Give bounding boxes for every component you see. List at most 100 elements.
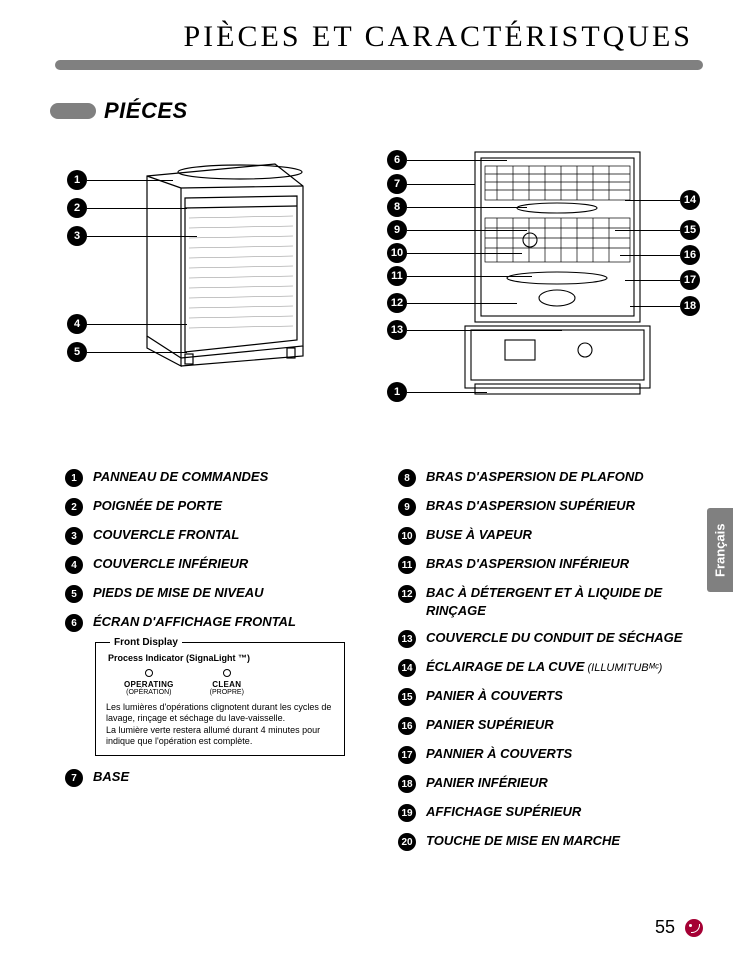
legend-item: 11 BRAS D'ASPERSION INFÉRIEUR (398, 555, 703, 574)
legend-item: 4COUVERCLE INFÉRIEUR (65, 555, 370, 574)
legend-item: 19 AFFICHAGE SUPÉRIEUR (398, 803, 703, 822)
legend-number-icon: 3 (65, 527, 83, 545)
leader (87, 236, 197, 237)
callout-11: 11 (387, 266, 407, 286)
legend-number-icon: 2 (65, 498, 83, 516)
legend-number-icon: 8 (398, 469, 416, 487)
legend-number-icon: 4 (65, 556, 83, 574)
legend-label: BASE (93, 768, 129, 786)
legend-number-icon: 10 (398, 527, 416, 545)
leader (407, 276, 532, 277)
legend-item: 2 POIGNÉE DE PORTE (65, 497, 370, 516)
legend-item: 12 BAC À DÉTERGENT ET À LIQUIDE DE RINÇAG… (398, 584, 703, 619)
leader (625, 200, 680, 201)
legend-number-icon: 5 (65, 585, 83, 603)
legend-number-icon: 16 (398, 717, 416, 735)
legend-item: 15 PANIER À COUVERTS (398, 687, 703, 706)
page-title: PIÈCES ET CARACTÉRISTQUES (0, 0, 733, 60)
legend-item: 8 BRAS D'ASPERSION DE PLAFOND (398, 468, 703, 487)
legend-label: TOUCHE DE MISE EN MARCHE (426, 832, 620, 850)
legend-number-icon: 12 (398, 585, 416, 603)
legend-label: COUVERCLE FRONTAL (93, 526, 239, 544)
callout-8: 8 (387, 197, 407, 217)
callout-16: 16 (680, 245, 700, 265)
leader (87, 324, 187, 325)
leader (407, 392, 487, 393)
legend-label: PANNIER À COUVERTS (426, 745, 572, 763)
legend-number-icon: 9 (398, 498, 416, 516)
callout-4: 4 (67, 314, 87, 334)
leader (87, 180, 173, 181)
operating-light: OPERATING(OPÉRATION) (124, 669, 174, 696)
legend-label: BAC À DÉTERGENT ET À LIQUIDE DE RINÇAGE (426, 584, 703, 619)
legend-label: PANIER SUPÉRIEUR (426, 716, 554, 734)
callout-6: 6 (387, 150, 407, 170)
legend-label: ÉCLAIRAGE DE LA CUVE (ILLUMITUBᴹᶜ) (426, 658, 662, 676)
section-pill (50, 103, 96, 119)
legend-label: BUSE À VAPEUR (426, 526, 532, 544)
legend-item: 7 BASE (65, 768, 370, 787)
callout-1b: 1 (387, 382, 407, 402)
front-display-text: Les lumières d'opérations clignotent dur… (106, 702, 334, 725)
legend-label: PANIER À COUVERTS (426, 687, 563, 705)
legend-number-icon: 14 (398, 659, 416, 677)
legend-label: PIEDS DE MISE DE NIVEAU (93, 584, 263, 602)
leader (87, 352, 187, 353)
front-display-title: Front Display (110, 637, 182, 648)
legend-number-icon: 20 (398, 833, 416, 851)
light-dot-icon (223, 669, 231, 677)
front-display-box: Front DisplayProcess Indicator (SignaLig… (95, 642, 345, 756)
callout-17: 17 (680, 270, 700, 290)
legend-number-icon: 7 (65, 769, 83, 787)
legend-label: COUVERCLE DU CONDUIT DE SÉCHAGE (426, 629, 682, 647)
legend-right-column: 8 BRAS D'ASPERSION DE PLAFOND 9 BRAS D'ASPE… (398, 468, 703, 861)
title-rule (55, 60, 703, 70)
diagram-area: 1 2 3 4 5 (55, 148, 703, 438)
clean-light: CLEAN(PROPRE) (210, 669, 244, 696)
front-display-sub: Process Indicator (SignaLight ™) (108, 653, 334, 663)
legend-number-icon: 1 (65, 469, 83, 487)
legend-number-icon: 17 (398, 746, 416, 764)
leader (615, 230, 680, 231)
legend-number-icon: 19 (398, 804, 416, 822)
legend-item: 6 ÉCRAN D'AFFICHAGE FRONTAL (65, 613, 370, 632)
legend-number-icon: 15 (398, 688, 416, 706)
leader (407, 160, 507, 161)
front-display-text: La lumière verte restera allumé durant 4… (106, 725, 334, 748)
legend-label: BRAS D'ASPERSION INFÉRIEUR (426, 555, 629, 573)
callout-18: 18 (680, 296, 700, 316)
legend-item: 14 ÉCLAIRAGE DE LA CUVE (ILLUMITUBᴹᶜ) (398, 658, 703, 677)
callout-7: 7 (387, 174, 407, 194)
legend-item: 1PANNEAU DE COMMANDES (65, 468, 370, 487)
legend-number-icon: 13 (398, 630, 416, 648)
legend-label: ÉCRAN D'AFFICHAGE FRONTAL (93, 613, 296, 631)
legend-item: 3 COUVERCLE FRONTAL (65, 526, 370, 545)
leader (407, 303, 517, 304)
leader (625, 280, 680, 281)
legend-item: 9 BRAS D'ASPERSION SUPÉRIEUR (398, 497, 703, 516)
callout-5: 5 (67, 342, 87, 362)
legend-label: BRAS D'ASPERSION SUPÉRIEUR (426, 497, 635, 515)
lg-logo-icon (685, 919, 703, 937)
callout-9: 9 (387, 220, 407, 240)
light-dot-icon (145, 669, 153, 677)
callout-14: 14 (680, 190, 700, 210)
legend-number-icon: 6 (65, 614, 83, 632)
legend-label: BRAS D'ASPERSION DE PLAFOND (426, 468, 644, 486)
leader (87, 208, 187, 209)
leader (407, 207, 527, 208)
leader (407, 330, 562, 331)
legend-label: PANIER INFÉRIEUR (426, 774, 548, 792)
legend-item: 20 TOUCHE DE MISE EN MARCHE (398, 832, 703, 851)
callout-15: 15 (680, 220, 700, 240)
legend-item: 5 PIEDS DE MISE DE NIVEAU (65, 584, 370, 603)
section-header: PIÉCES (50, 98, 733, 124)
legend-item: 10 BUSE À VAPEUR (398, 526, 703, 545)
legend-area: 1PANNEAU DE COMMANDES2POIGNÉE DE PORTE3C… (65, 468, 703, 861)
legend-number-icon: 11 (398, 556, 416, 574)
callout-1: 1 (67, 170, 87, 190)
front-display-lights: OPERATING(OPÉRATION) CLEAN(PROPRE) (124, 669, 334, 696)
dishwasher-closed-diagram (125, 158, 315, 368)
legend-label: AFFICHAGE SUPÉRIEUR (426, 803, 581, 821)
legend-label: POIGNÉE DE PORTE (93, 497, 222, 515)
